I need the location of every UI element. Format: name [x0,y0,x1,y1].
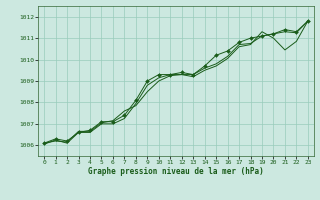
X-axis label: Graphe pression niveau de la mer (hPa): Graphe pression niveau de la mer (hPa) [88,167,264,176]
